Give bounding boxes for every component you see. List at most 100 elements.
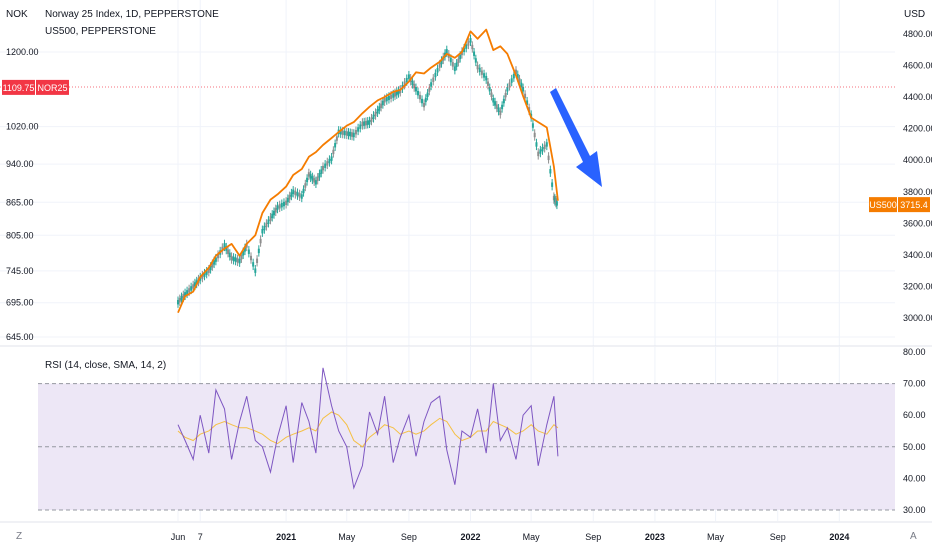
us500-candle (423, 102, 426, 108)
us500-candle (296, 191, 299, 197)
us500-candle (257, 248, 260, 254)
price-badges: 1109.75 NOR25 US500 3715.4 (2, 79, 930, 213)
rsi-axis-tick: 60.00 (903, 410, 926, 420)
rsi-axis-tick: 70.00 (903, 379, 926, 389)
us500-name-label: US500 (869, 200, 897, 210)
us500-candle (476, 64, 479, 70)
us500-candle (381, 100, 384, 106)
us500-candle (380, 103, 383, 108)
us500-candle (227, 249, 230, 254)
us500-candle (405, 77, 408, 83)
nor25-series (177, 28, 559, 314)
rsi-levels (38, 383, 895, 511)
us500-candle (186, 290, 189, 295)
right-axis-tick: 3200.00 (903, 281, 932, 291)
us500-candle (177, 300, 179, 305)
us500-candle (307, 172, 310, 177)
us500-candle (506, 87, 509, 92)
us500-candle (184, 292, 187, 297)
us500-candle (207, 268, 210, 273)
main-title: Norway 25 Index, 1D, PEPPERSTONE (45, 9, 219, 20)
us500-candle (221, 246, 224, 252)
us500-candle (430, 82, 433, 87)
us500-candle (290, 192, 293, 197)
us500-candle (234, 257, 237, 262)
rsi-axis[interactable]: 80.00 70.00 60.00 50.00 40.00 30.00 (903, 347, 926, 515)
us500-candle (539, 149, 542, 154)
us500-candle (463, 47, 466, 52)
us500-candle (230, 255, 233, 261)
us500-candle (528, 107, 531, 112)
us500-candle (261, 229, 264, 234)
us500-candle (309, 174, 312, 179)
time-axis-tick: May (523, 532, 541, 542)
right-axis-tick: 4200.00 (903, 124, 932, 134)
us500-candle (372, 114, 375, 120)
us500-candle (276, 205, 279, 210)
us500-candle (330, 156, 333, 161)
rsi-series (177, 367, 559, 490)
us500-candle (516, 73, 519, 79)
us500-candle (211, 262, 214, 268)
us500-candle (520, 82, 523, 88)
nor25-name-label: NOR25 (37, 83, 67, 93)
us500-candle (316, 176, 319, 181)
time-axis[interactable]: Jun 7 2021 May Sep 2022 May Sep 2023 May Sep 2024 (171, 532, 850, 542)
us500-candle (480, 70, 483, 75)
us500-candle (364, 120, 367, 126)
timezone-toggle[interactable]: Z (16, 531, 23, 542)
us500-candle (203, 272, 206, 277)
us500-candle (393, 92, 396, 97)
right-price-axis[interactable]: 4800.00 4600.00 4400.00 4200.00 4000.00 3800.… (903, 29, 932, 323)
us500-candle (300, 194, 303, 199)
us500-candle (424, 97, 427, 103)
right-axis-tick: 3800.00 (903, 187, 932, 197)
us500-candle (334, 143, 337, 148)
time-axis-tick: Jun (171, 532, 186, 542)
us500-candle (313, 178, 316, 183)
us500-candle (485, 75, 488, 81)
us500-candle (193, 282, 196, 287)
left-unit: NOK (6, 9, 28, 20)
us500-candle (250, 255, 253, 261)
rsi-axis-tick: 80.00 (903, 347, 926, 357)
auto-scale-toggle[interactable]: A (910, 531, 917, 542)
us500-candle (269, 216, 272, 221)
us500-candle (282, 201, 285, 207)
us500-price-label: 3715.4 (900, 200, 928, 210)
left-axis-tick: 1200.00 (6, 47, 39, 57)
us500-candle (213, 260, 216, 265)
us500-candle (341, 130, 344, 135)
us500-candle (524, 93, 527, 99)
us500-candle (292, 189, 295, 194)
time-axis-tick: 2021 (276, 532, 296, 542)
us500-candle (426, 92, 429, 97)
rsi-axis-tick: 50.00 (903, 442, 926, 452)
left-price-axis[interactable]: 1200.00 1020.00 940.00 865.00 805.00 745.00 69… (6, 47, 39, 342)
time-axis-tick: 2023 (645, 532, 665, 542)
left-axis-tick: 645.00 (6, 332, 34, 342)
us500-candle (366, 120, 369, 125)
nor25-line (177, 28, 559, 314)
left-axis-tick: 865.00 (6, 197, 34, 207)
right-axis-tick: 3600.00 (903, 218, 932, 228)
us500-candle (512, 73, 515, 79)
us500-candle (555, 201, 558, 206)
us500-candle (376, 109, 379, 114)
us500-candle (318, 173, 321, 178)
us500-candle (416, 90, 419, 96)
us500-candle (190, 286, 193, 291)
rsi-axis-tick: 40.00 (903, 473, 926, 483)
us500-candle (252, 262, 255, 267)
us500-candle (240, 255, 243, 260)
us500-candle (395, 90, 398, 96)
us500-candle (411, 80, 414, 86)
us500-price-badge (898, 197, 930, 213)
us500-series (177, 34, 558, 308)
left-axis-tick: 940.00 (6, 159, 34, 169)
us500-candle (407, 74, 410, 79)
trend-arrow[interactable] (550, 88, 602, 187)
us500-candle (522, 87, 525, 92)
us500-candle (321, 165, 324, 171)
